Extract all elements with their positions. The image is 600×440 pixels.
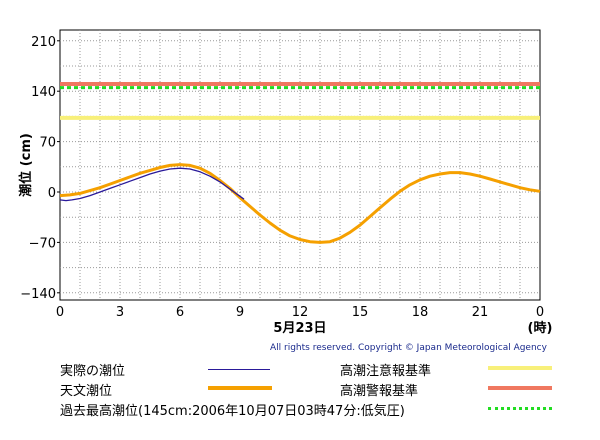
x-tick-label: 0 [56, 305, 64, 320]
copyright-notice: All rights reserved. Copyright © Japan M… [270, 343, 547, 353]
y-tick-label: 0 [48, 186, 56, 201]
y-tick-labels: 210 140 70 0 −70 −140 [20, 35, 60, 302]
legend-label-astronomical-tide: 天文潮位 [60, 384, 113, 399]
x-tick-label: 6 [176, 305, 184, 320]
reference-lines [60, 82, 540, 120]
y-tick-label: −70 [29, 236, 56, 251]
series-line-actual-tide [59, 167, 245, 202]
grid-lines [60, 30, 540, 300]
legend-swatch-astronomical-tide [208, 386, 272, 390]
legend-swatch-high-tide-advisory [488, 366, 552, 370]
y-tick-label: 210 [31, 35, 56, 50]
x-axis-unit: (時) [528, 320, 553, 336]
x-tick-label: 15 [352, 305, 369, 320]
legend-swatch-actual-tide [208, 369, 270, 370]
x-tick-label: 21 [472, 305, 489, 320]
x-tick-label: 12 [292, 305, 309, 320]
x-tick-label: 3 [116, 305, 124, 320]
y-axis-label: 潮位 (cm) [18, 133, 34, 197]
series-lines [59, 163, 541, 244]
legend-swatch-high-tide-warning [488, 386, 552, 390]
x-tick-label: 18 [412, 305, 429, 320]
y-tick-label: 140 [31, 85, 56, 100]
legend-label-record-high-tide: 過去最高潮位(145cm:2006年10月07日03時47分:低気圧) [60, 404, 405, 419]
series-line-astronomical-tide [59, 163, 541, 244]
legend-label-high-tide-advisory: 高潮注意報基準 [340, 364, 432, 379]
x-tick-labels: 0 3 6 9 12 15 18 21 0 [56, 305, 544, 320]
y-tick-label: 70 [39, 136, 56, 151]
legend-label-high-tide-warning: 高潮警報基準 [340, 384, 419, 399]
y-tick-label: −140 [20, 287, 56, 302]
x-axis-label: 5月23日 [273, 321, 326, 336]
legend-swatch-record-high-tide [488, 407, 552, 410]
x-tick-label: 9 [236, 305, 244, 320]
legend-label-actual-tide: 実際の潮位 [60, 364, 126, 379]
x-tick-label: 0 [536, 305, 544, 320]
